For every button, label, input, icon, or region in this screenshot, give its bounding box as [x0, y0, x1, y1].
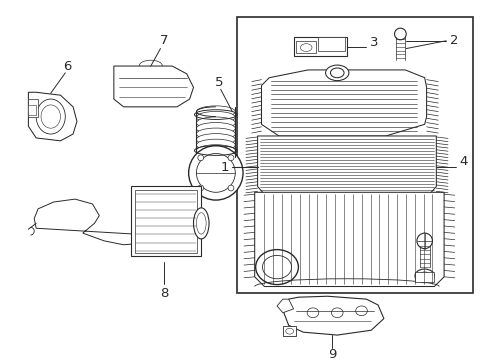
Ellipse shape [196, 213, 206, 234]
Bar [131, 186, 201, 256]
Bar [28, 105, 36, 114]
Ellipse shape [416, 233, 431, 249]
Ellipse shape [196, 122, 235, 134]
Polygon shape [277, 299, 293, 313]
Ellipse shape [196, 111, 235, 123]
Ellipse shape [306, 308, 318, 318]
Ellipse shape [394, 28, 406, 40]
Ellipse shape [196, 153, 235, 192]
Polygon shape [261, 70, 426, 136]
Text: 5: 5 [214, 76, 223, 89]
Text: 7: 7 [160, 34, 168, 47]
Ellipse shape [196, 128, 235, 140]
Bar [296, 41, 315, 53]
Ellipse shape [196, 145, 235, 156]
Ellipse shape [355, 306, 366, 316]
Ellipse shape [331, 308, 343, 318]
Text: 9: 9 [327, 348, 336, 360]
Ellipse shape [196, 117, 235, 129]
Ellipse shape [255, 249, 298, 284]
Bar [28, 99, 38, 117]
Ellipse shape [227, 155, 233, 161]
Bar [135, 190, 197, 252]
Ellipse shape [414, 269, 433, 283]
Ellipse shape [198, 155, 203, 161]
Ellipse shape [196, 134, 235, 145]
Ellipse shape [188, 146, 243, 200]
Text: 8: 8 [160, 287, 168, 300]
Bar [414, 272, 433, 282]
Bar [282, 326, 296, 336]
Ellipse shape [36, 99, 65, 134]
Polygon shape [114, 66, 193, 107]
Polygon shape [34, 199, 150, 245]
Ellipse shape [325, 65, 348, 81]
Ellipse shape [196, 139, 235, 151]
Bar [237, 18, 472, 293]
Ellipse shape [418, 272, 429, 280]
Bar [317, 37, 345, 50]
Ellipse shape [300, 44, 311, 51]
Ellipse shape [262, 256, 291, 279]
Text: 6: 6 [63, 59, 71, 73]
Ellipse shape [330, 68, 344, 78]
Ellipse shape [285, 328, 293, 334]
Ellipse shape [196, 106, 235, 117]
Text: 1: 1 [220, 161, 228, 174]
Polygon shape [28, 92, 77, 141]
Ellipse shape [198, 185, 203, 191]
Text: 4: 4 [458, 155, 467, 168]
Text: 3: 3 [369, 36, 378, 49]
Polygon shape [257, 136, 435, 194]
Polygon shape [283, 296, 383, 335]
Bar [293, 37, 346, 56]
Ellipse shape [193, 208, 209, 239]
Text: 2: 2 [448, 34, 457, 47]
Ellipse shape [41, 105, 61, 128]
Ellipse shape [227, 185, 233, 191]
Polygon shape [254, 192, 443, 287]
